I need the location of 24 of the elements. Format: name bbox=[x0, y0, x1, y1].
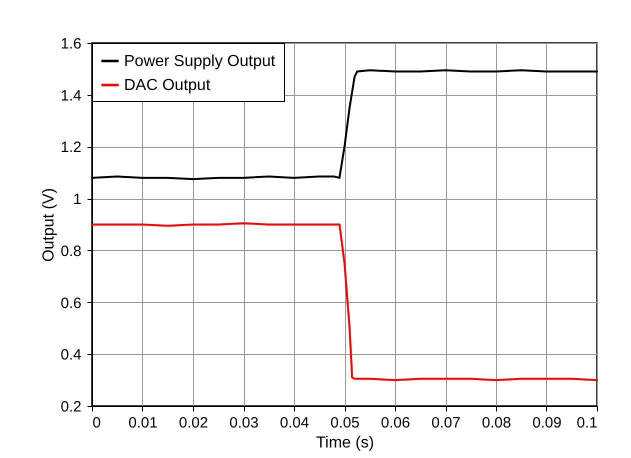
y-tick-label: 1.6 bbox=[60, 36, 82, 52]
x-tick-label: 0.02 bbox=[178, 414, 208, 432]
x-tick-label: 0.08 bbox=[482, 414, 512, 432]
y-tick-label: 0.2 bbox=[60, 398, 82, 416]
legend-label: DAC Output bbox=[124, 77, 211, 94]
y-tick-label: 0.8 bbox=[60, 242, 82, 260]
x-tick-label: 0.04 bbox=[280, 414, 310, 432]
x-tick-label: 0.09 bbox=[532, 414, 562, 432]
x-tick-label: 0.07 bbox=[431, 414, 461, 432]
y-tick-label: 0.6 bbox=[60, 294, 82, 312]
y-axis-title: Output (V) bbox=[40, 188, 58, 262]
x-tick-label: 0.01 bbox=[128, 414, 158, 432]
x-tick-label: 0.06 bbox=[380, 414, 410, 432]
y-tick-label: 1 bbox=[73, 191, 82, 208]
x-axis-title: Time (s) bbox=[316, 434, 374, 452]
x-tick-label: 0.05 bbox=[330, 414, 360, 432]
y-tick-label: 1.4 bbox=[60, 87, 82, 104]
x-tick-label: 0 bbox=[92, 414, 101, 432]
y-tick-label: 0.4 bbox=[60, 346, 82, 364]
legend-label: Power Supply Output bbox=[124, 53, 276, 70]
x-tick-label: 0.03 bbox=[229, 414, 259, 432]
x-tick-label: 0.1 bbox=[576, 414, 598, 432]
line-series bbox=[91, 222, 598, 382]
y-tick-label: 1.2 bbox=[60, 139, 82, 156]
